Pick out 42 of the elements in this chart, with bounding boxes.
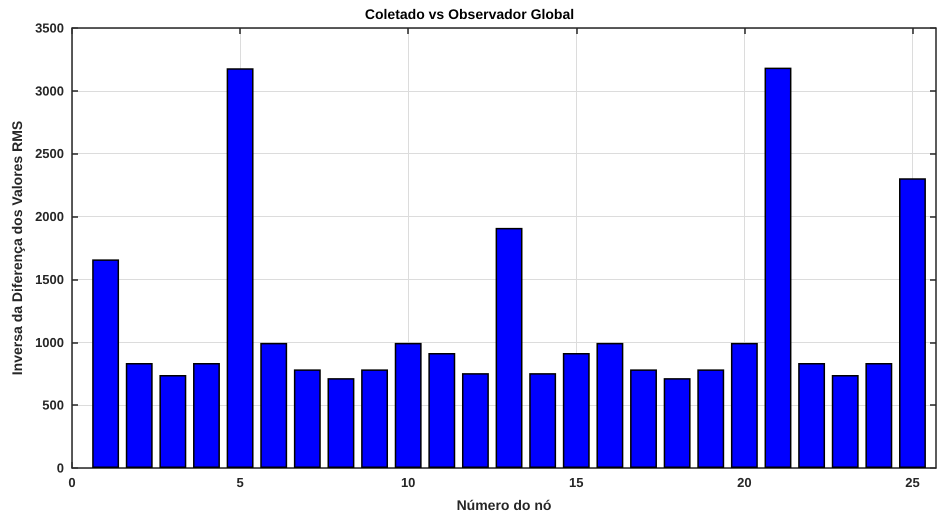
bar	[596, 342, 624, 468]
bar	[865, 363, 892, 468]
bar	[260, 342, 288, 468]
y-tick-label: 500	[42, 398, 64, 413]
bar	[159, 374, 186, 468]
bar	[697, 369, 724, 468]
bar	[630, 369, 657, 468]
bar	[899, 178, 926, 468]
x-tick-label: 5	[236, 475, 244, 490]
bar	[294, 369, 321, 468]
bar	[361, 369, 388, 468]
bar	[394, 342, 422, 468]
chart-title: Coletado vs Observador Global	[364, 6, 574, 22]
x-tick-label: 20	[737, 475, 752, 490]
bar	[832, 374, 859, 468]
bar	[764, 68, 792, 468]
bar	[529, 373, 556, 468]
y-tick-label: 0	[56, 460, 64, 476]
x-axis-title: Número do nó	[456, 497, 552, 513]
y-tick-label: 3500	[35, 20, 64, 36]
y-tick-label: 3000	[35, 83, 64, 98]
bar	[562, 352, 590, 468]
bar	[126, 363, 153, 468]
bar	[328, 378, 354, 468]
x-tick-label: 25	[905, 475, 920, 490]
y-tick-label: 2000	[35, 209, 64, 224]
bar	[496, 228, 522, 468]
bar	[428, 352, 456, 468]
y-tick-label: 1000	[35, 334, 64, 350]
bar	[193, 363, 220, 468]
bar	[730, 342, 758, 468]
bar	[664, 378, 691, 468]
bar	[92, 259, 120, 468]
y-tick-label: 1500	[35, 272, 64, 287]
x-tick-label: 15	[569, 475, 584, 490]
x-tick-label: 0	[68, 475, 76, 490]
x-tick-label: 10	[400, 475, 416, 490]
bar	[462, 373, 489, 468]
y-tick-label: 2500	[35, 146, 64, 162]
y-axis-title: Inversa da Diferença dos Valores RMS	[9, 120, 25, 376]
bar	[798, 363, 826, 468]
bar	[226, 68, 254, 468]
